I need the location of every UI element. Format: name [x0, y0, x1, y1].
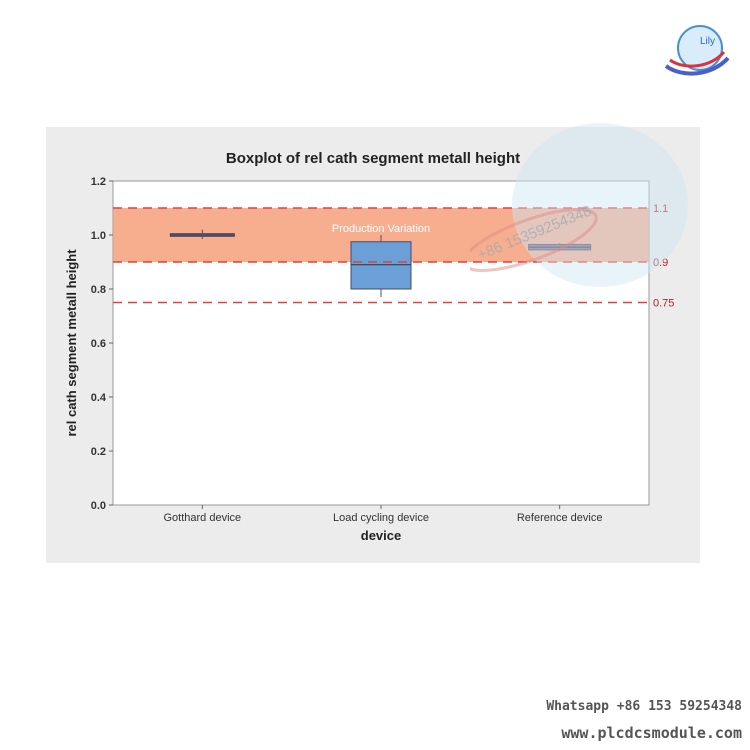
logo-text: Lily — [700, 36, 715, 47]
reference-line-label: 0.75 — [653, 298, 674, 310]
whatsapp-text: Whatsapp +86 153 59254348 — [546, 699, 742, 714]
box-1 — [350, 241, 412, 290]
x-axis: Gotthard device Load cycling device Refere… — [164, 505, 603, 524]
band-label: Production Variation — [332, 223, 430, 235]
chart-panel: Boxplot of rel cath segment metall heigh… — [46, 127, 700, 563]
y-tick-label: 0.0 — [91, 500, 106, 512]
y-axis: 0.0 0.2 0.4 0.6 0.8 1.0 1.2 — [91, 176, 113, 512]
lily-logo: Lily — [664, 25, 730, 76]
y-tick-label: 0.4 — [91, 392, 107, 404]
website-text: www.plcdcsmodule.com — [561, 724, 742, 742]
y-tick-label: 0.8 — [91, 284, 106, 296]
y-tick-label: 0.2 — [91, 446, 106, 458]
x-category-label: Load cycling device — [333, 512, 429, 524]
x-category-label: Reference device — [517, 512, 603, 524]
x-axis-label: device — [361, 528, 401, 543]
reference-line-label: 0.9 — [653, 257, 668, 269]
contact-watermark: Whatsapp +86 153 59254348 www.plcdcsmodu… — [546, 699, 742, 742]
y-tick-label: 0.6 — [91, 338, 106, 350]
y-axis-label: rel cath segment metall height — [64, 249, 79, 437]
reference-line-label: 1.1 — [653, 203, 668, 215]
boxplot-chart: Boxplot of rel cath segment metall heigh… — [64, 150, 674, 543]
y-tick-label: 1.0 — [91, 230, 106, 242]
chart-title: Boxplot of rel cath segment metall heigh… — [226, 150, 520, 167]
y-tick-label: 1.2 — [91, 176, 106, 188]
x-category-label: Gotthard device — [164, 512, 242, 524]
reference-lines: 1.1 0.9 0.75 — [113, 203, 674, 310]
